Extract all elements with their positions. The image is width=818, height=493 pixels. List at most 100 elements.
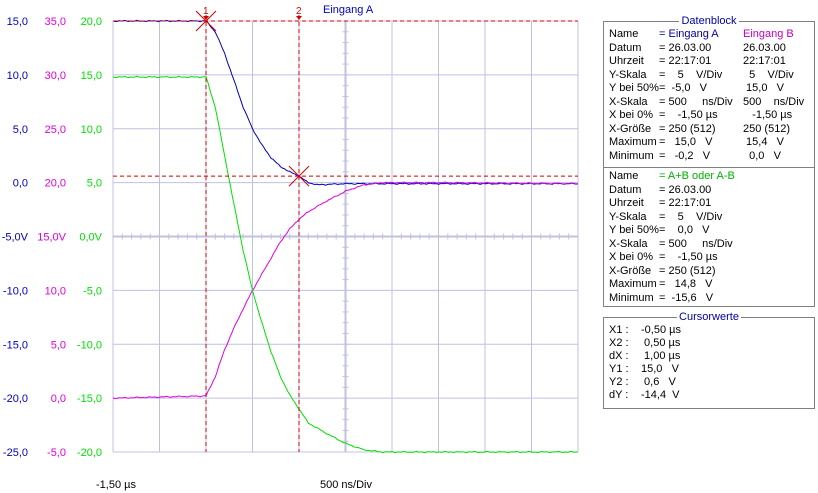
- cursor-value: 1,00 µs: [641, 350, 681, 362]
- channel-b-value: 15,4 V: [743, 136, 784, 148]
- channel-ab-value: = 250 (512): [659, 264, 716, 277]
- trace-eingang-b: [112, 181, 578, 400]
- y-tick-label: -5,0: [83, 285, 102, 297]
- cursor-label: 1: [203, 6, 209, 17]
- channel-b-value: -1,50 µs: [743, 109, 793, 121]
- channel-a-value: = 22:17:01: [659, 55, 712, 67]
- row-label: Datum: [609, 41, 642, 54]
- cursor-label: 2: [296, 6, 302, 17]
- cursor-value-label: Y2 :: [609, 376, 629, 388]
- cursor-value: 15,0 V: [641, 363, 679, 375]
- datenblock-separator: [604, 167, 814, 168]
- trace-a-b-oder-a-b: [112, 75, 578, 454]
- y-tick-label: 35,0: [45, 16, 66, 28]
- channel-b-value: 0,0 V: [743, 149, 781, 162]
- channel-ab-value: = 26.03.00: [659, 183, 712, 196]
- channel-b-value: Eingang B: [743, 28, 794, 40]
- channel-ab-value: = 0,0 V: [659, 224, 710, 236]
- cursor-value: -14,4 V: [641, 389, 680, 401]
- y-tick-label: 10,0: [45, 285, 66, 297]
- channel-a-value: = -5,0 V: [659, 82, 707, 94]
- row-label: X bei 0%: [609, 109, 654, 121]
- y-tick-label: -10,0: [77, 339, 102, 351]
- cursorwerte-title: Cursorwerte: [677, 311, 741, 323]
- cursor-value: 0,50 µs: [641, 337, 681, 349]
- y-tick-label: 20,0: [45, 178, 66, 190]
- y-tick-label: 0,0: [51, 393, 66, 405]
- row-label: Name: [609, 28, 639, 40]
- y-tick-label: 15,0: [7, 16, 28, 28]
- channel-ab-value: = A+B oder A-B: [659, 170, 735, 182]
- cursor-marker[interactable]: [296, 16, 302, 20]
- row-label: Datum: [609, 183, 642, 196]
- row-label: Y-Skala: [609, 68, 647, 81]
- channel-b-value: 15,0 V: [743, 82, 784, 94]
- x-division-label: 500 ns/Div: [320, 479, 372, 491]
- y-axis-ticks: 15,0 10,0 5,0 0,0 -5,0V -10,0 -15,0 -20,0 -25,0 3…: [2, 16, 103, 459]
- plot-grid: [112, 20, 579, 453]
- channel-ab-value: = 22:17:01: [659, 197, 712, 209]
- cursor-value-label: dY :: [609, 389, 629, 401]
- y-tick-label: 25,0: [45, 124, 66, 136]
- y-tick-label: -15,0: [3, 339, 28, 351]
- cursor-value: 0,6 V: [641, 376, 676, 388]
- y-tick-label: 0,0V: [79, 232, 102, 244]
- y-tick-label: -20,0: [3, 393, 28, 405]
- y-tick-label: 5,0: [87, 178, 102, 190]
- channel-ab-value: = -1,50 µs: [659, 251, 718, 263]
- channel-a-value: = 500 ns/Div: [659, 95, 733, 108]
- channel-ab-value: = 14,8 V: [659, 278, 713, 290]
- row-label: Y-Skala: [609, 210, 647, 223]
- cursor-cross: [288, 165, 310, 187]
- row-label: Y bei 50%: [609, 224, 659, 236]
- cursorwerte-panel: Cursorwerte X1 : -0,50 µs X2 : 0,50 µs dX :…: [603, 311, 815, 409]
- y-tick-label: 30,0: [45, 70, 66, 82]
- y-tick-label: -25,0: [3, 447, 28, 459]
- cursor-value: -0,50 µs: [641, 324, 681, 336]
- channel-a-value: = Eingang A: [659, 28, 719, 40]
- channel-ab-value: = 500 ns/Div: [659, 237, 733, 250]
- row-label: X-Skala: [609, 237, 648, 250]
- y-tick-label: -5,0V: [2, 232, 29, 244]
- row-label: Uhrzeit: [609, 55, 644, 67]
- channel-b-value: 500 ns/Div: [743, 95, 805, 108]
- channel-ab-value: = 5 V/Div: [659, 210, 723, 223]
- row-label: X bei 0%: [609, 251, 654, 263]
- row-label: Name: [609, 170, 639, 182]
- row-label: Minimum: [609, 291, 654, 304]
- channel-title: Eingang A: [323, 4, 374, 16]
- cursor-value-label: X2 :: [609, 337, 629, 349]
- channel-b-value: 26.03.00: [743, 41, 786, 54]
- y-tick-label: 10,0: [81, 124, 102, 136]
- channel-a-value: = 26.03.00: [659, 41, 712, 54]
- row-label: Minimum: [609, 149, 654, 162]
- y-tick-label: 5,0: [13, 124, 28, 136]
- row-label: Maximum: [609, 278, 657, 290]
- y-tick-label: 0,0: [13, 178, 28, 190]
- row-label: X-Skala: [609, 95, 648, 108]
- row-label: Maximum: [609, 136, 657, 148]
- oscilloscope-display[interactable]: 15,010,05,00,0-5,0V-10,0-15,0-20,0-25,03…: [0, 0, 600, 493]
- row-label: Y bei 50%: [609, 82, 659, 94]
- cursor-marker[interactable]: [203, 16, 209, 20]
- channel-a-value: = -0,2 V: [659, 149, 711, 162]
- cursor-value-label: X1 :: [609, 324, 629, 336]
- cursor-value-label: dX :: [609, 350, 629, 362]
- x-start-label: -1,50 µs: [96, 479, 136, 491]
- channel-ab-value: = -15,6 V: [659, 291, 714, 304]
- cursor-cross: [195, 10, 217, 32]
- y-tick-label: 15,0V: [37, 232, 66, 244]
- channel-b-value: 22:17:01: [743, 55, 786, 67]
- y-tick-label: -10,0: [3, 285, 28, 297]
- y-tick-label: -5,0: [47, 447, 66, 459]
- y-tick-label: 15,0: [81, 70, 102, 82]
- channel-b-value: 250 (512): [743, 122, 791, 135]
- y-tick-label: 10,0: [7, 70, 28, 82]
- datenblock-title: Datenblock: [679, 15, 739, 27]
- row-label: Uhrzeit: [609, 197, 644, 209]
- datenblock-panel: Datenblock Name = Eingang A Eingang B Datum…: [603, 15, 815, 307]
- cursor-value-label: Y1 :: [609, 363, 629, 375]
- y-tick-label: -20,0: [77, 447, 102, 459]
- y-tick-label: 20,0: [81, 16, 102, 28]
